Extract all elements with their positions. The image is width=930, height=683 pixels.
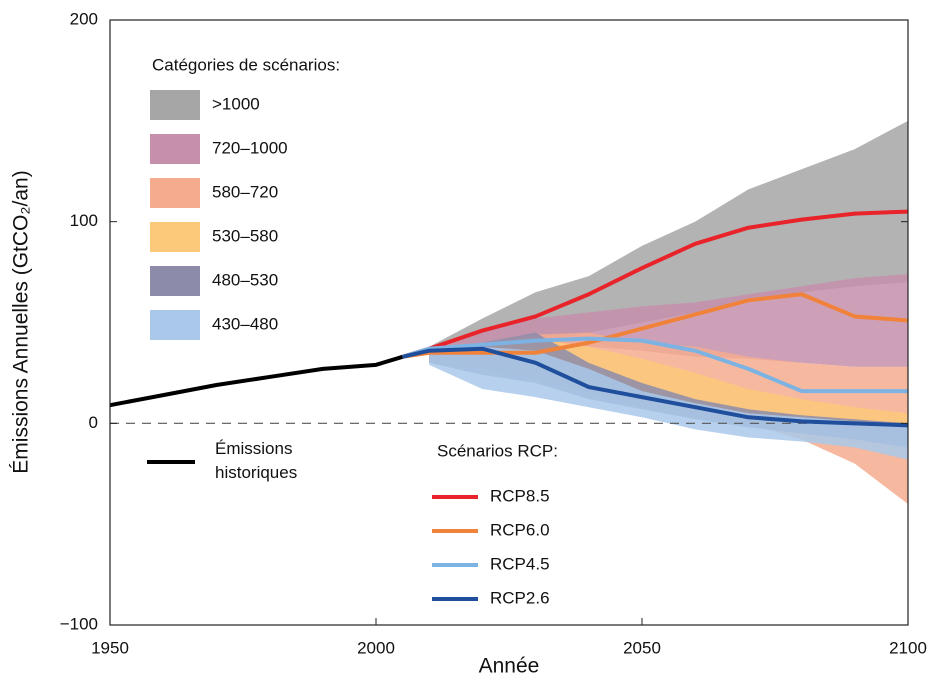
series-legend-label: RCP2.6: [490, 588, 550, 607]
historical-legend-label: Émissions historiques: [215, 439, 298, 482]
series-line: [402, 336, 908, 394]
series-line: [402, 292, 909, 359]
y-tick-label: 200: [70, 9, 98, 28]
band-legend-swatch: [150, 134, 200, 164]
bands-legend-title: Catégories de scénarios:: [152, 55, 340, 74]
y-tick-label: 100: [70, 211, 98, 230]
band-legend-label: 530–580: [212, 226, 278, 245]
series-legend-label: RCP8.5: [490, 486, 550, 505]
band-legend-label: 720–1000: [212, 138, 288, 157]
x-tick-label: 2000: [357, 638, 395, 657]
series-line: [402, 209, 909, 359]
series-line: [402, 346, 909, 428]
plot-frame: [109, 19, 909, 626]
series-legend-label: RCP6.0: [490, 520, 550, 539]
x-tick-label: 2100: [889, 638, 927, 657]
x-tick-label: 1950: [91, 638, 129, 657]
series-legend-label: RCP4.5: [490, 554, 550, 573]
band-legend-swatch: [150, 178, 200, 208]
band-legend-swatch: [150, 266, 200, 296]
scenario-band: [429, 120, 908, 359]
band-legend-swatch: [150, 222, 200, 252]
x-tick-label: 2050: [623, 638, 661, 657]
y-tick-label: −100: [60, 614, 98, 633]
band-legend-swatch: [150, 310, 200, 340]
band-legend-label: >1000: [212, 94, 260, 113]
band-legend-label: 480–530: [212, 270, 278, 289]
band-legend-swatch: [150, 90, 200, 120]
series-line: [109, 354, 404, 408]
y-axis-label: Émissions Annuelles (GtCO₂/an): [10, 170, 33, 473]
band-legend-label: 430–480: [212, 314, 278, 333]
y-tick-label: 0: [89, 413, 98, 432]
x-axis-label: Année: [479, 655, 540, 678]
band-legend-label: 580–720: [212, 182, 278, 201]
series-legend-title: Scénarios RCP:: [437, 441, 558, 460]
